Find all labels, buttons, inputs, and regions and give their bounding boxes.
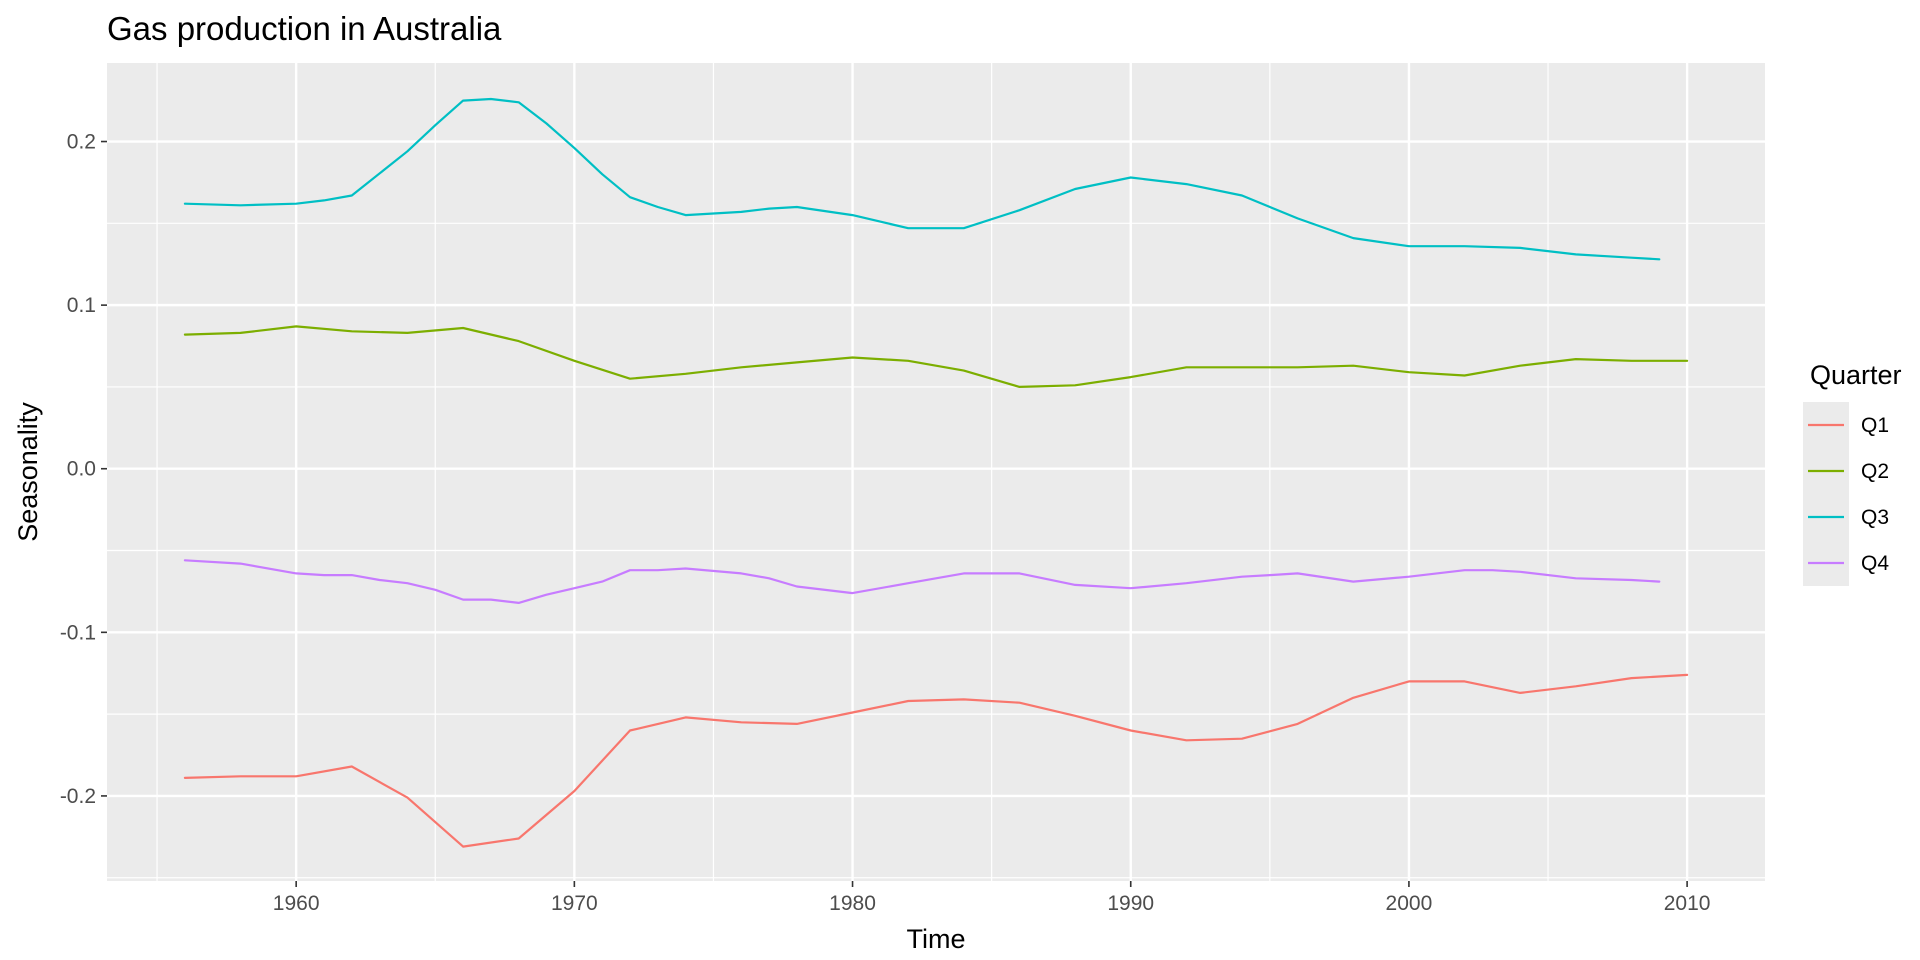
legend-label-q4: Q4 <box>1861 552 1889 575</box>
legend-items: Q1 Q2 Q3 Q4 <box>1803 402 1889 586</box>
x-axis-title: Time <box>907 924 966 954</box>
x-tick-label: 1960 <box>273 892 320 915</box>
y-axis: -0.2 -0.1 0.0 0.1 0.2 <box>60 131 107 808</box>
series-line-q2 <box>183 325 1689 388</box>
y-axis-title: Seasonality <box>13 402 43 542</box>
minor-gridlines <box>107 63 1765 881</box>
series-line-q1 <box>183 673 1689 848</box>
series-line-q3 <box>183 97 1661 261</box>
chart-title: Gas production in Australia <box>107 10 502 47</box>
legend-title: Quarter <box>1810 360 1902 390</box>
major-gridlines <box>107 63 1765 881</box>
x-tick-label: 2010 <box>1664 892 1711 915</box>
x-axis: 1960 1970 1980 1990 2000 2010 <box>273 881 1711 915</box>
y-tick-label: 0.1 <box>67 294 96 317</box>
x-tick-label: 1980 <box>829 892 876 915</box>
series-lines <box>183 97 1689 848</box>
y-tick-label: 0.2 <box>67 131 96 154</box>
plot-panel <box>107 63 1765 881</box>
legend-label-q2: Q2 <box>1861 460 1889 483</box>
legend-key-background <box>1803 402 1849 586</box>
x-tick-label: 1990 <box>1107 892 1154 915</box>
series-line-q4 <box>183 559 1661 605</box>
legend-label-q1: Q1 <box>1861 414 1889 437</box>
y-tick-label: 0.0 <box>67 458 96 481</box>
legend: Quarter Q1 Q2 Q3 Q4 <box>1803 360 1902 586</box>
y-tick-label: -0.2 <box>60 785 96 808</box>
x-tick-label: 2000 <box>1386 892 1433 915</box>
legend-label-q3: Q3 <box>1861 506 1889 529</box>
x-tick-label: 1970 <box>551 892 598 915</box>
y-tick-label: -0.1 <box>60 621 96 644</box>
